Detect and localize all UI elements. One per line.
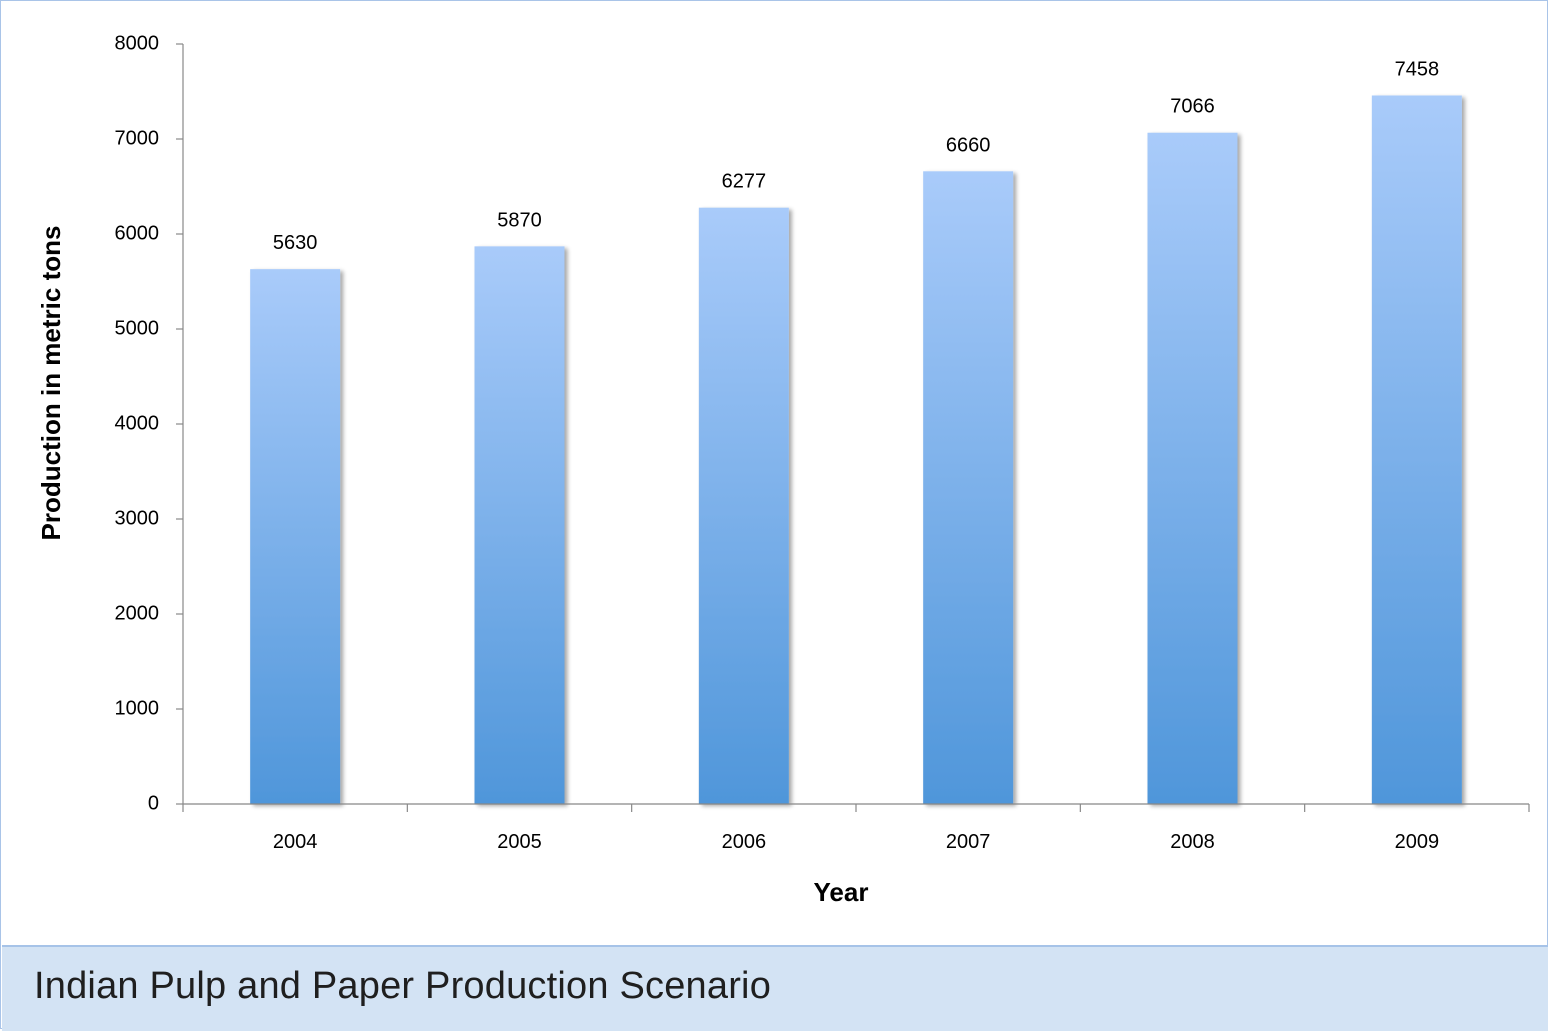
bar-2009: [1371, 95, 1462, 805]
y-tick-label: 1000: [115, 697, 160, 719]
data-label-2006: 6277: [722, 171, 767, 193]
x-tick-label-2006: 2006: [722, 831, 767, 853]
y-tick-label: 5000: [115, 317, 160, 339]
x-tick-label-2007: 2007: [946, 831, 991, 853]
slide-caption: Indian Pulp and Paper Production Scenari…: [34, 965, 772, 1007]
x-tick-label-2009: 2009: [1395, 831, 1440, 853]
x-tick-label-2008: 2008: [1170, 831, 1215, 853]
data-label-2008: 7066: [1170, 96, 1215, 118]
bar-2004: [250, 269, 341, 804]
bar-2006: [698, 207, 789, 804]
data-label-2005: 5870: [497, 209, 542, 231]
x-axis-title: Year: [814, 877, 869, 907]
y-tick-label: 7000: [115, 127, 160, 149]
y-tick-label: 0: [148, 792, 159, 814]
caption-bar: Indian Pulp and Paper Production Scenari…: [2, 945, 1548, 1031]
y-tick-label: 2000: [115, 602, 160, 624]
data-label-2007: 6660: [946, 134, 991, 156]
data-label-2004: 5630: [273, 232, 318, 254]
x-tick-label-2004: 2004: [273, 831, 318, 853]
bar-2007: [923, 171, 1014, 805]
y-axis-title: Production in metric tons: [36, 226, 66, 541]
bar-chart: 0 1000 2000 3000 4000 5000 6000 7000 8000 5630 200…: [36, 32, 1530, 907]
bar-2008: [1147, 132, 1238, 805]
x-tick-label-2005: 2005: [497, 831, 542, 853]
data-label-2009: 7458: [1395, 58, 1440, 80]
y-tick-label: 6000: [115, 222, 160, 244]
y-tick-label: 4000: [115, 412, 160, 434]
bar-2005: [474, 246, 565, 805]
y-tick-label: 3000: [115, 507, 160, 529]
y-tick-label: 8000: [115, 32, 160, 54]
